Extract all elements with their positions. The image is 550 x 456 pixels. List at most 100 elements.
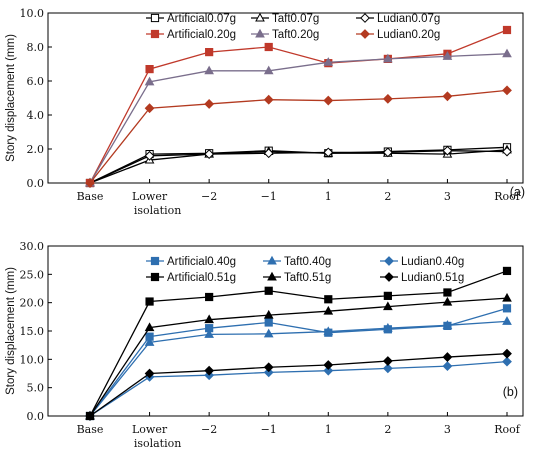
series-Ludian0.20g: [85, 85, 512, 188]
y-tick-label: 20.0: [20, 297, 45, 310]
data-point: [263, 328, 274, 338]
data-point: [204, 329, 214, 338]
data-point: [502, 348, 512, 359]
legend-swatch-marker: [255, 12, 265, 22]
y-tick-label: 5.0: [27, 382, 45, 395]
x-tick-label: Lower: [132, 190, 168, 203]
y-tick-label: 4.0: [27, 109, 45, 122]
data-point: [442, 296, 453, 306]
data-point: [204, 314, 214, 324]
data-point: [382, 93, 393, 104]
legend-item: Taft0.40g: [263, 255, 331, 268]
data-point: [85, 178, 95, 188]
data-point: [382, 356, 393, 366]
x-tick-label: −2: [201, 423, 217, 436]
data-point: [442, 145, 453, 156]
y-tick-label: 0.0: [27, 410, 45, 423]
data-point: [443, 288, 452, 297]
data-point: [383, 53, 393, 63]
chart-panel-2: 0.0 5.0 10.0 15.0 20.0 25.0 30.0 Base Lowerisola…: [5, 240, 524, 450]
legend-item: Artificial0.51g: [146, 272, 236, 284]
data-point: [144, 150, 155, 161]
data-point: [263, 65, 274, 75]
y-tick-label: 8.0: [27, 41, 45, 54]
data-point: [383, 301, 393, 311]
data-point: [145, 65, 154, 74]
data-point: [324, 295, 333, 304]
data-point: [323, 360, 334, 370]
data-point: [263, 367, 274, 378]
data-point: [382, 147, 393, 158]
data-point: [383, 291, 392, 300]
data-point: [264, 318, 273, 327]
data-point: [442, 51, 453, 60]
legend-item: Ludian0.07g: [356, 13, 440, 25]
legend-swatch-marker: [267, 271, 277, 281]
data-point: [442, 352, 453, 362]
data-point: [264, 286, 273, 295]
series-Ludian0.40g: [85, 356, 512, 421]
y-tick-label: 10.0: [20, 7, 45, 20]
data-point: [263, 94, 274, 105]
data-point: [144, 337, 155, 346]
legend-label: Artificial0.20g: [167, 29, 236, 41]
x-tick-label: Base: [77, 423, 104, 436]
x-tick-label: Base: [77, 190, 104, 203]
x-tick-label: isolation: [134, 437, 182, 450]
legend-item: Ludian0.51g: [380, 272, 464, 284]
panel-label: (b): [503, 385, 518, 399]
series-line: [89, 29, 508, 184]
data-point: [264, 42, 273, 52]
data-point: [204, 365, 215, 376]
series-line: [89, 89, 508, 184]
series-line: [89, 150, 508, 184]
data-point: [442, 91, 453, 102]
data-point: [442, 320, 453, 329]
legend-item: Ludian0.20g: [356, 29, 440, 41]
data-point: [502, 292, 512, 302]
data-point: [144, 103, 155, 114]
data-point: [502, 356, 512, 367]
data-point: [204, 149, 215, 160]
legend-label: Taft0.20g: [272, 29, 319, 41]
legend-item: Artificial0.20g: [146, 29, 236, 41]
x-tick-label: 1: [325, 190, 332, 203]
x-tick-label: 2: [384, 190, 391, 203]
legend-label: Ludian0.20g: [377, 29, 440, 41]
data-point: [502, 25, 512, 35]
data-point: [205, 48, 214, 57]
legend-swatch-marker: [267, 255, 277, 265]
data-point: [502, 146, 512, 157]
plot-frame: [47, 12, 524, 184]
legend-swatch-marker: [150, 29, 160, 39]
x-tick-label: −2: [201, 190, 217, 203]
x-tick-label: 3: [444, 190, 451, 203]
data-point: [383, 322, 393, 332]
data-point: [502, 48, 512, 58]
legend: Artificial0.07g Taft0.07g Ludian0.07g Artif…: [146, 12, 440, 41]
y-tick-label: 15.0: [20, 325, 45, 338]
legend-swatch-marker: [360, 29, 370, 39]
data-point: [205, 292, 214, 302]
x-tick-label: isolation: [134, 204, 182, 217]
data-point: [144, 368, 155, 379]
data-point: [204, 99, 215, 109]
legend-label: Taft0.51g: [284, 272, 331, 284]
legend-swatch-marker: [384, 256, 394, 266]
legend: Artificial0.40g Taft0.40g Ludian0.40g Artif…: [146, 255, 464, 284]
legend-label: Taft0.07g: [272, 13, 319, 25]
legend-swatch-marker: [150, 272, 160, 282]
y-axis-label: Story displacement (mm): [5, 267, 17, 395]
legend-label: Ludian0.07g: [377, 13, 440, 25]
legend-swatch-marker: [150, 256, 160, 266]
y-tick-label: 2.0: [27, 143, 45, 156]
data-point: [502, 266, 512, 276]
series-line: [89, 320, 508, 417]
data-point: [145, 297, 154, 306]
x-tick-label: 3: [444, 423, 451, 436]
legend-item: Ludian0.40g: [380, 256, 464, 268]
y-tick-label: 0.0: [27, 177, 45, 190]
x-tick-label: Roof: [494, 423, 521, 436]
legend-swatch-marker: [255, 28, 265, 38]
